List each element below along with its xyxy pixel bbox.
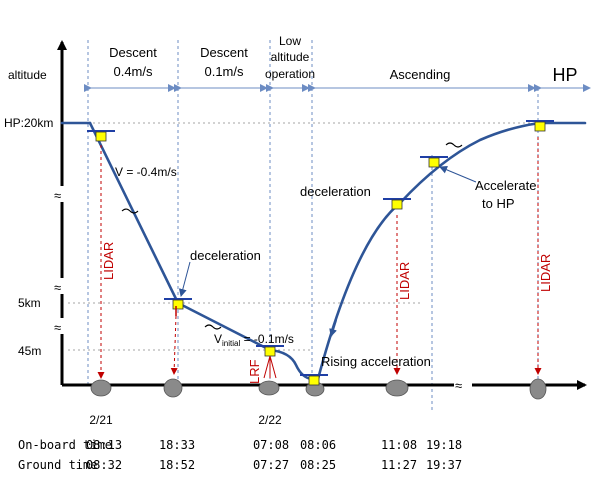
asteroid-icon [90,378,547,400]
ground-time: 08:32 [86,458,122,472]
onboard-time: 07:08 [253,438,289,452]
spacecraft-icon [87,120,554,386]
onboard-time: 19:18 [426,438,462,452]
phase-descent-2-line-1: Descent [200,45,248,60]
onboard-times: 08:13 18:33 07:08 08:06 11:08 19:18 [86,438,462,452]
trajectory-path [60,121,587,381]
onboard-time: 18:33 [159,438,195,452]
phase-hp: HP [552,65,577,85]
phase-boundaries [87,40,539,410]
ground-times: 08:32 18:52 07:27 08:25 11:27 19:37 [86,458,462,472]
onboard-time: 11:08 [381,438,417,452]
ground-time: 11:27 [381,458,417,472]
y-axis-break-2: ≈ [54,280,61,295]
y-axis-title: altitude [8,68,47,82]
ground-time: 07:27 [253,458,289,472]
lrf-label: LRF [247,359,262,384]
y-axis-break-1: ≈ [54,188,61,203]
ground-time: 18:52 [159,458,195,472]
date-2-21: 2/21 [89,413,113,427]
accelerate-label-line-1: Accelerate [475,178,536,193]
lidar-label-1: LIDAR [101,242,116,280]
ground-time: 19:37 [426,458,462,472]
accelerate-pointer [439,166,477,183]
lidar-label-3: LIDAR [538,254,553,292]
velocity-descent-1: V = -0.4m/s [115,165,177,179]
y-axis-breaks: ≈ ≈ ≈ [52,186,72,335]
ground-time-label: Ground time [18,458,97,472]
tick-5km: 5km [18,296,41,310]
accelerate-label-line-2: to HP [482,196,515,211]
phase-descent-2-line-2: 0.1m/s [204,64,244,79]
y-axis-break-3: ≈ [54,320,61,335]
velocity-descent-2: Vinitial = -0.1m/s [214,332,294,348]
ground-time: 08:25 [300,458,336,472]
lidar-beams [97,137,542,379]
phase-descent-1-line-1: Descent [109,45,157,60]
lrf-beams [263,355,277,379]
tick-45m: 45m [18,344,41,358]
phase-ascending: Ascending [390,67,451,82]
x-axis-break-symbol: ≈ [455,378,462,393]
onboard-time-label: On-board time [18,438,112,452]
deceleration-pointer-1 [178,261,191,297]
ascent-arrow [329,319,338,337]
rising-acceleration-label: Rising acceleration [321,354,431,369]
wavy-break-icon [121,142,463,330]
date-2-22: 2/22 [258,413,282,427]
altitude-reference-lines [68,122,538,351]
onboard-time: 08:13 [86,438,122,452]
deceleration-label-1: deceleration [190,248,261,263]
phase-low-altitude-line-1: Low [279,34,301,48]
x-axis-break: ≈ [454,376,472,394]
tick-hp-20km: HP:20km [4,116,53,130]
lidar-label-2: LIDAR [397,262,412,300]
phase-low-altitude-line-2: altitude [271,50,310,64]
deceleration-label-2: deceleration [300,184,371,199]
phase-descent-1-line-2: 0.4m/s [113,64,153,79]
phase-low-altitude-line-3: operation [265,67,315,81]
onboard-time: 08:06 [300,438,336,452]
